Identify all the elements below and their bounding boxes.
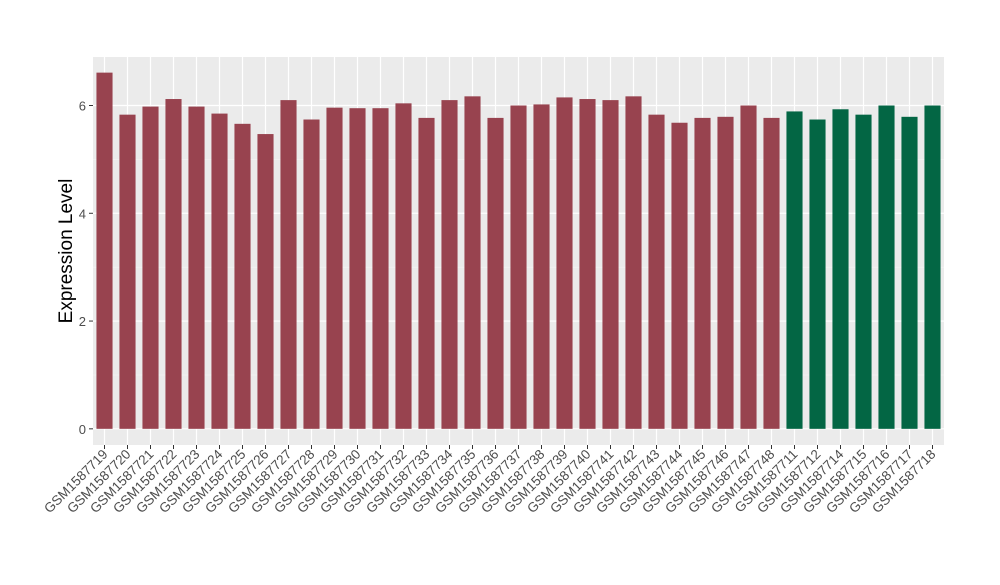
bar [165, 99, 182, 429]
bar [487, 117, 504, 429]
bar [372, 108, 389, 429]
bar [464, 96, 481, 429]
bar [901, 116, 918, 429]
y-axis-label: Expression Level [56, 179, 77, 324]
bar [257, 134, 274, 429]
y-axis: 0 2 4 6 [79, 99, 93, 437]
bar [556, 97, 573, 429]
bar [648, 114, 665, 429]
bar [855, 114, 872, 429]
bar [924, 105, 941, 429]
bar [602, 100, 619, 429]
y-tick-label: 0 [79, 422, 86, 437]
bars [96, 72, 941, 429]
bar [211, 113, 228, 429]
bar [671, 122, 688, 429]
bar [510, 105, 527, 429]
bar [694, 117, 711, 429]
bar [349, 108, 366, 429]
bar [395, 103, 412, 429]
bar [326, 107, 343, 429]
bar [188, 106, 205, 429]
x-axis: GSM1587719GSM1587720GSM1587721GSM1587722… [41, 445, 939, 516]
bar [740, 105, 757, 429]
bar [832, 109, 849, 429]
bar [763, 117, 780, 429]
bar [579, 99, 596, 429]
bar [96, 72, 113, 429]
bar [441, 100, 458, 429]
y-tick-label: 2 [79, 314, 86, 329]
bar [786, 111, 803, 429]
y-tick-label: 4 [79, 206, 86, 221]
bar [303, 119, 320, 429]
bar [625, 96, 642, 429]
bar [234, 123, 251, 429]
bar [280, 100, 297, 429]
bar [878, 105, 895, 429]
bar [533, 104, 550, 429]
y-tick-label: 6 [79, 99, 86, 114]
bar [717, 116, 734, 429]
bar [418, 117, 435, 429]
bar [809, 119, 826, 429]
bar [119, 114, 136, 429]
bar [142, 106, 159, 429]
